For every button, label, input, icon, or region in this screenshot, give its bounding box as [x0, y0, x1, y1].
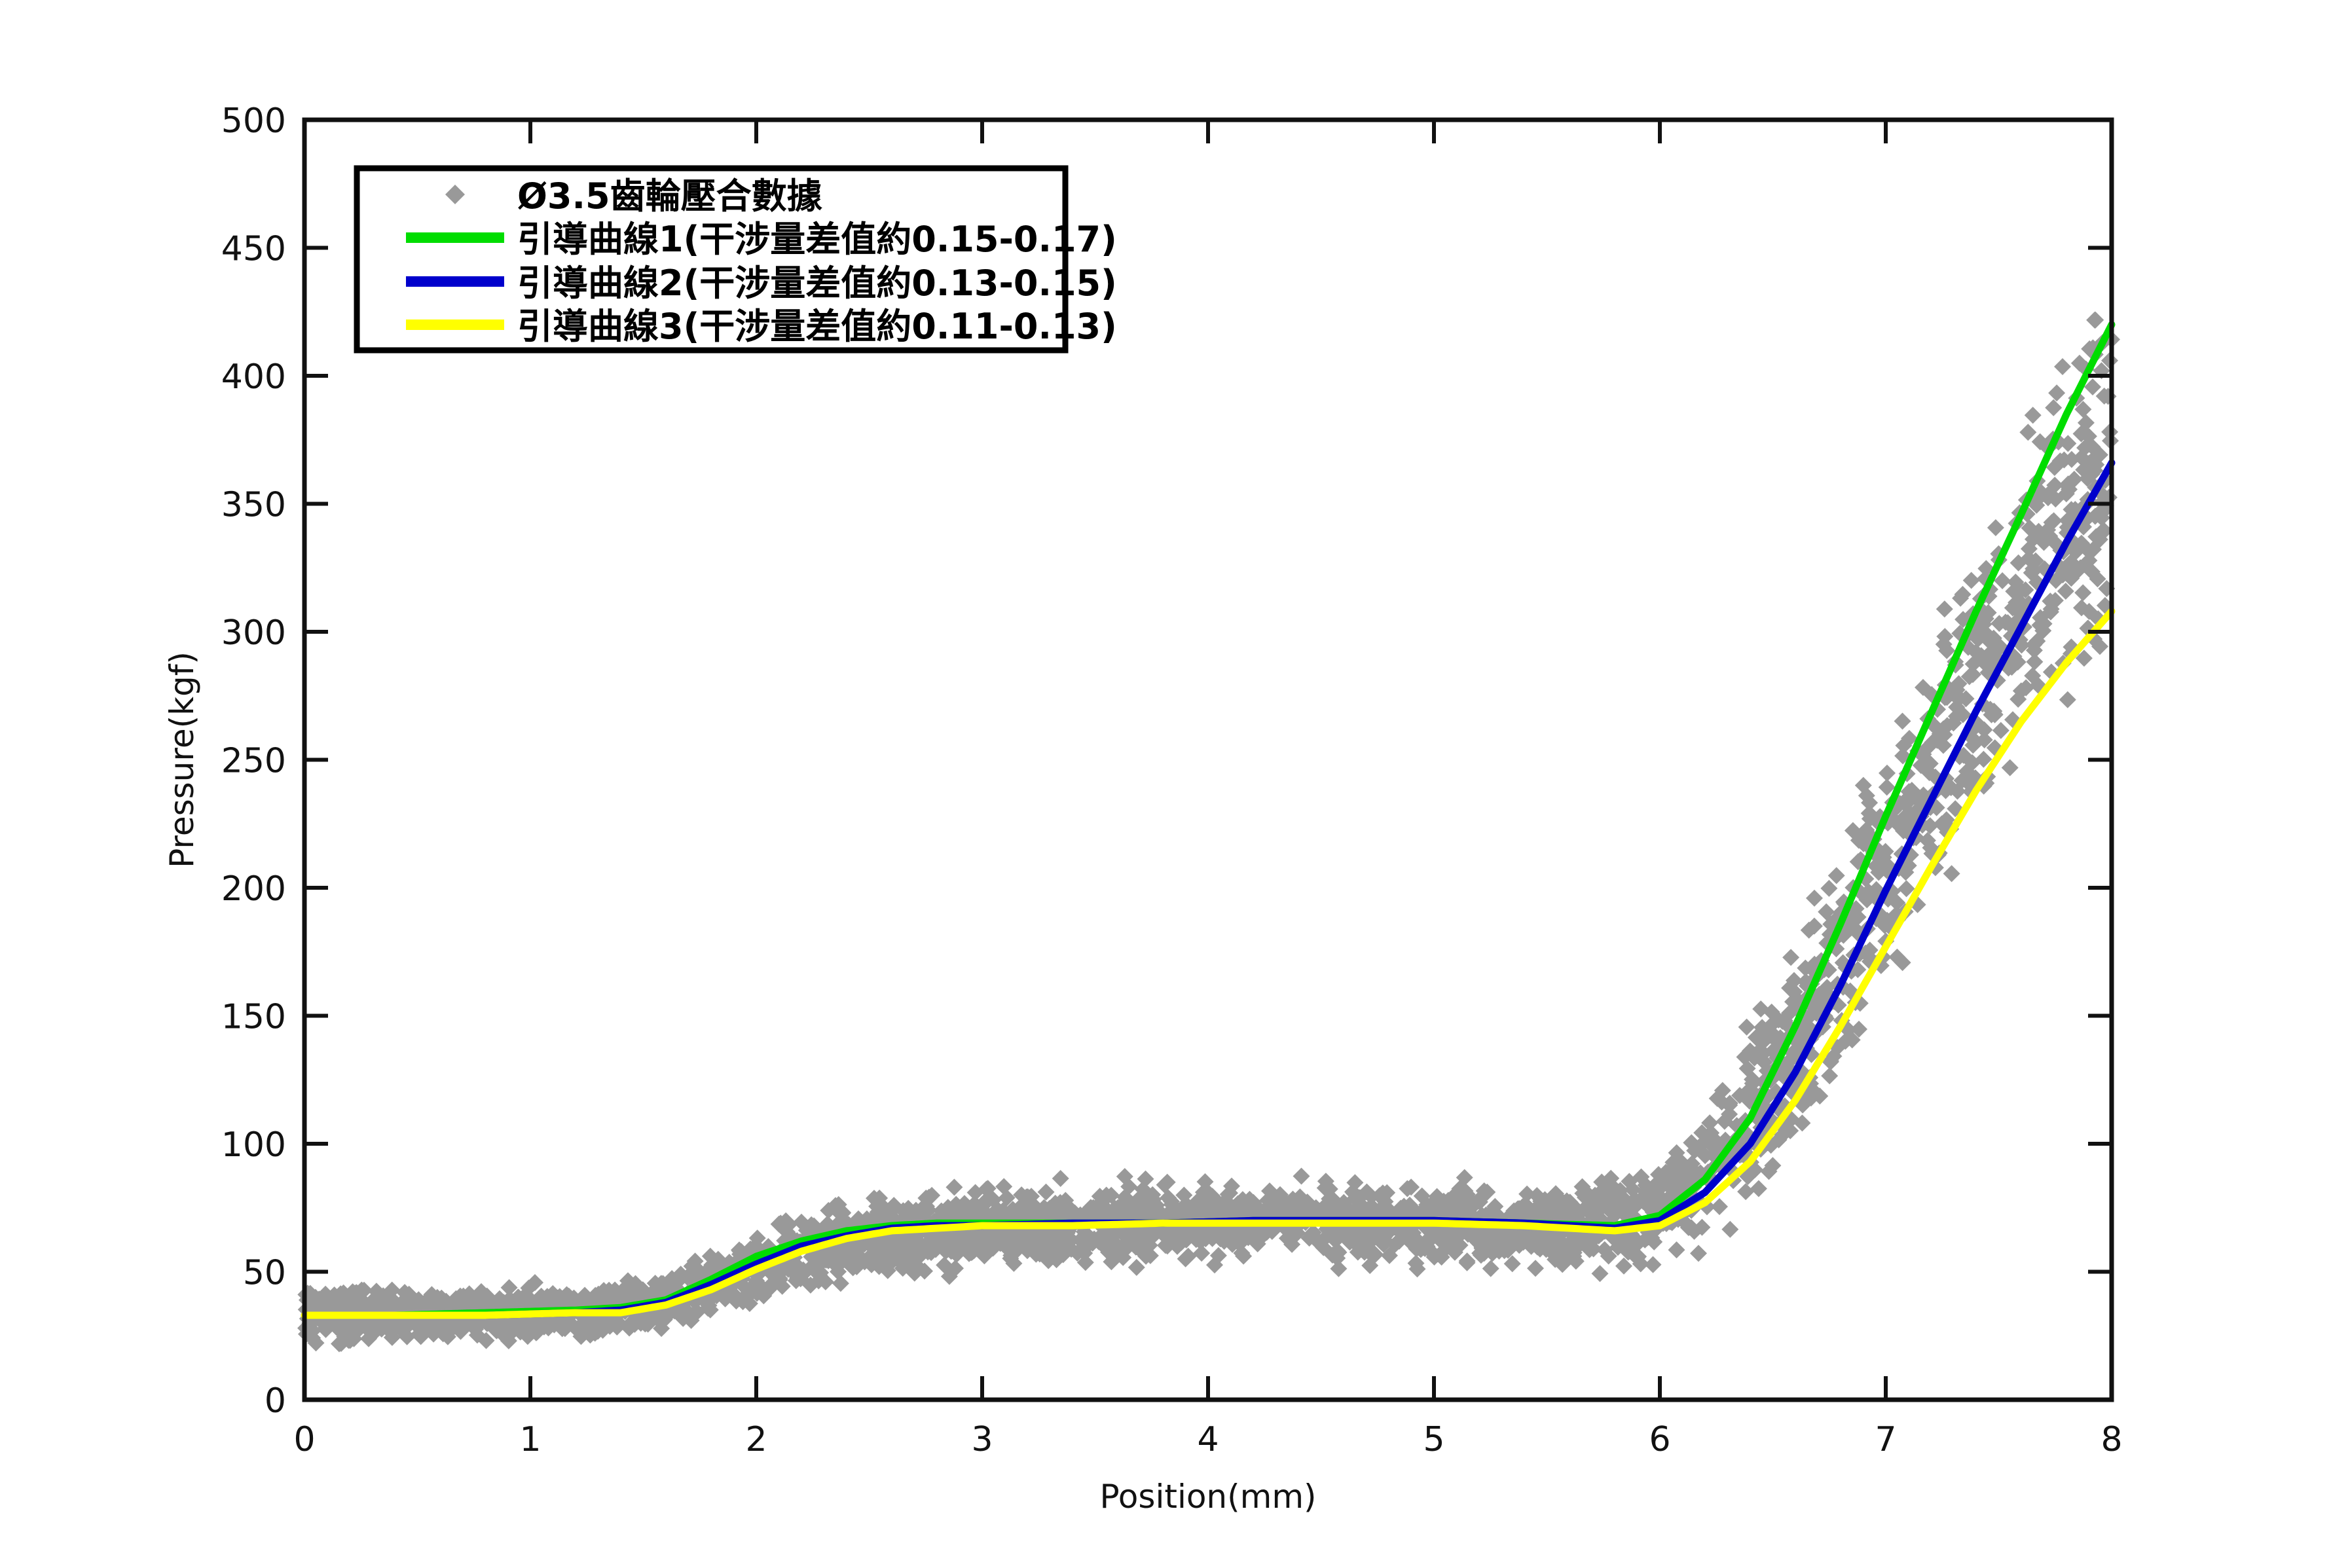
y-tick-label: 100 — [221, 1125, 286, 1165]
x-tick-label: 6 — [1649, 1420, 1670, 1459]
y-tick-label: 200 — [221, 869, 286, 909]
fitted-curve-3 — [301, 608, 2116, 1319]
y-tick-label: 50 — [243, 1254, 286, 1293]
y-tick-label: 150 — [221, 998, 286, 1037]
legend-label-1: Ø3.5齒輪壓合數據 — [517, 175, 823, 217]
axis-group: 0 1 2 3 4 5 6 7 8 0 50 100 150 200 250 300 350 400 450 500 P… — [163, 101, 2123, 1516]
y-tick-label: 250 — [221, 742, 286, 781]
legend-label-3: 引導曲線2(干涉量差值約0.13-0.15) — [517, 263, 1117, 304]
y-tick-label: 500 — [221, 101, 286, 141]
y-tick-label: 450 — [221, 230, 286, 269]
y-tick-label: 0 — [265, 1381, 286, 1421]
x-tick-label: 1 — [519, 1420, 541, 1459]
x-tick-label: 8 — [2101, 1420, 2122, 1459]
x-tick-label: 0 — [293, 1420, 315, 1459]
legend-label-4: 引導曲線3(干涉量差值約0.11-0.13) — [517, 306, 1117, 347]
x-tick-label: 7 — [1875, 1420, 1896, 1459]
x-axis-title: Position(mm) — [1099, 1478, 1316, 1516]
x-tick-label: 2 — [745, 1420, 767, 1459]
y-tick-label: 300 — [221, 613, 286, 653]
legend-marker-diamond-icon — [445, 185, 465, 204]
y-tick-label: 400 — [221, 357, 286, 397]
legend-label-2: 引導曲線1(干涉量差值約0.15-0.17) — [517, 219, 1117, 260]
chart-legend: Ø3.5齒輪壓合數據引導曲線1(干涉量差值約0.15-0.17)引導曲線2(干涉… — [354, 165, 1117, 354]
x-tick-label: 4 — [1197, 1420, 1219, 1459]
y-axis-title: Pressure(kgf) — [163, 651, 201, 868]
fitted-curves-group — [301, 321, 2116, 1319]
x-tick-label: 3 — [971, 1420, 993, 1459]
x-tick-label: 5 — [1423, 1420, 1444, 1459]
y-tick-label: 350 — [221, 486, 286, 525]
